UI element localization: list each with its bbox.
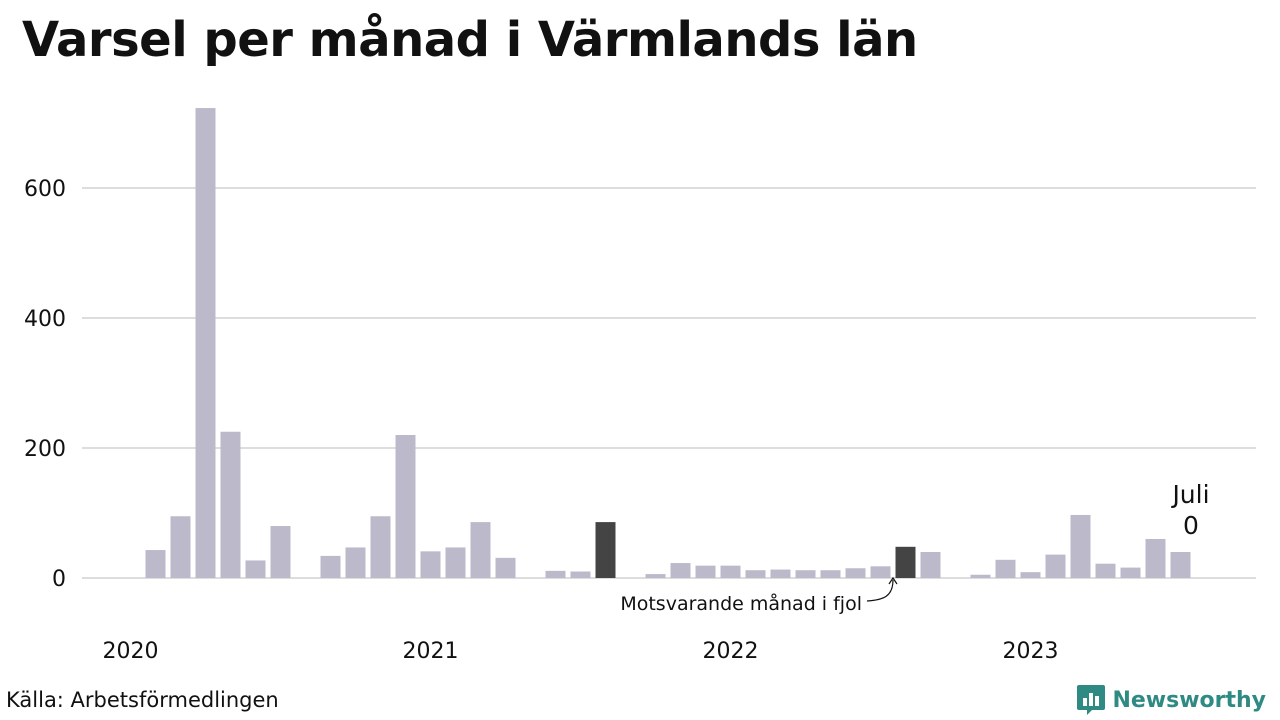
- chart-title: Varsel per månad i Värmlands län: [22, 12, 918, 68]
- bar: [470, 522, 491, 578]
- x-tick-label: 2020: [103, 639, 159, 664]
- bar: [570, 571, 591, 578]
- bar: [420, 551, 441, 578]
- bar: [720, 565, 741, 578]
- y-tick-label: 600: [24, 177, 66, 202]
- y-tick-label: 0: [52, 567, 66, 592]
- bar: [1070, 514, 1091, 578]
- x-axis-tick-labels: 2020 2021 2022 2023: [103, 639, 1059, 664]
- bar: [395, 435, 416, 578]
- bar: [445, 547, 466, 578]
- bar: [1145, 539, 1166, 578]
- comparison-arrow: [866, 579, 894, 602]
- bar: [270, 526, 291, 578]
- bar: [845, 568, 866, 578]
- bar: [820, 570, 841, 578]
- annotations: Motsvarande månad i fjol Juli 0: [620, 480, 1209, 615]
- bar: [745, 570, 766, 578]
- x-tick-label: 2022: [703, 639, 759, 664]
- y-tick-label: 200: [24, 437, 66, 462]
- bar: [245, 560, 266, 578]
- bar: [220, 431, 241, 578]
- bar: [1170, 552, 1191, 578]
- brand-name: Newsworthy: [1112, 687, 1266, 713]
- bar: [645, 574, 666, 578]
- source-note: Källa: Arbetsförmedlingen: [6, 688, 279, 712]
- x-tick-label: 2023: [1003, 639, 1059, 664]
- x-tick-label: 2021: [403, 639, 459, 664]
- bar: [145, 550, 166, 578]
- bar: [995, 559, 1016, 578]
- bar: [1095, 563, 1116, 578]
- bar: [770, 569, 791, 578]
- bars: [145, 108, 1191, 579]
- bar: [545, 570, 566, 578]
- bar: [695, 565, 716, 578]
- comparison-arrowhead: [888, 576, 898, 585]
- bar: [370, 516, 391, 578]
- comparison-label: Motsvarande månad i fjol: [620, 592, 862, 615]
- bar: [495, 557, 516, 578]
- bar-highlighted: [895, 546, 916, 578]
- brand-logo[interactable]: Newsworthy: [1076, 684, 1266, 716]
- bar: [320, 555, 341, 578]
- bar: [345, 547, 366, 578]
- bar-highlighted: [595, 522, 616, 578]
- newsworthy-logo-icon: [1077, 685, 1106, 715]
- y-tick-label: 400: [24, 307, 66, 332]
- bar: [170, 516, 191, 578]
- bar: [1045, 554, 1066, 578]
- bar: [195, 108, 216, 579]
- y-axis-tick-labels: 0 200 400 600: [24, 177, 66, 592]
- bar: [870, 566, 891, 578]
- latest-month-label: Juli: [1170, 480, 1209, 509]
- bar: [920, 552, 941, 578]
- bar: [970, 574, 991, 578]
- bar: [795, 570, 816, 578]
- bar: [670, 563, 691, 578]
- latest-value-label: 0: [1183, 511, 1199, 540]
- bar: [1120, 567, 1141, 578]
- bar: [1020, 572, 1041, 578]
